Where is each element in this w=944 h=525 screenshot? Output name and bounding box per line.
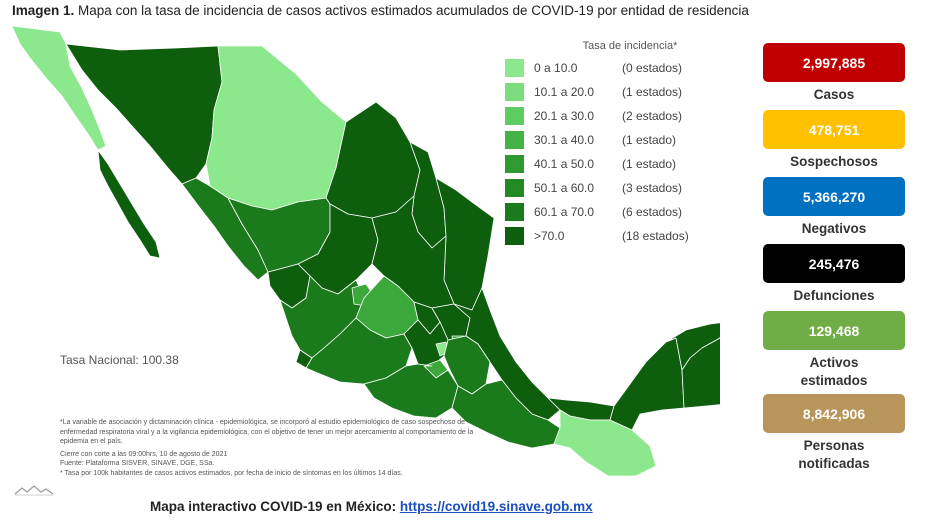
stat-value: 2,997,885 [763,43,905,82]
legend-range: 10.1 a 20.0 [534,85,595,99]
legend-item: 0 a 10.0 (0 estados) [505,56,715,80]
legend-range: 50.1 a 60.0 [534,181,595,195]
legend-range: 40.1 a 50.0 [534,157,595,171]
stat-label: Defunciones [793,288,875,303]
legend-count: (3 estados) [622,181,683,195]
legend-swatch [505,179,524,197]
legend-count: (1 estado) [622,133,677,147]
legend-range: >70.0 [534,229,565,243]
legend-swatch [505,227,524,245]
legend-range: 30.1 a 40.0 [534,133,595,147]
logo-icon [14,485,54,496]
footnote-3: Fuente: Plataforma SISVER, SINAVE, DGE, … [60,460,215,467]
legend-range: 60.1 a 70.0 [534,205,595,219]
state-campeche [609,337,685,431]
legend-item: 20.1 a 30.0 (2 estados) [505,104,715,128]
stat-card: 2,997,885 Casos [763,43,905,104]
footnote-4: * Tasa por 100k habitantes de casos acti… [60,469,403,477]
stat-label: Personas notificadas [798,438,870,471]
stat-card: 5,366,270 Negativos [763,177,905,238]
legend-range: 20.1 a 30.0 [534,109,595,123]
legend-item: >70.0 (18 estados) [505,224,715,248]
stat-card: 245,476 Defunciones [763,244,905,305]
legend-count: (0 estados) [622,61,683,75]
legend-count: (6 estados) [622,205,683,219]
legend-count: (1 estados) [622,85,683,99]
legend-count: (2 estados) [622,109,683,123]
footnote-1: *La variable de asociación y dictaminaci… [60,419,474,445]
state-san-luis-potosi [371,195,455,309]
stat-card: 8,842,906 Personas notificadas [763,394,905,473]
footer-label: Mapa interactivo COVID-19 en México: [150,499,397,514]
stat-value: 8,842,906 [763,394,905,433]
legend-swatch [505,131,524,149]
legend-title: Tasa de incidencia* [582,40,678,52]
tasa-nacional: Tasa Nacional: 100.38 [60,353,179,367]
stats-panel: 2,997,885 Casos 478,751 Sospechosos 5,366,27… [763,43,905,479]
stat-value: 478,751 [763,110,905,149]
state-chiapas [553,409,657,477]
stat-label: Sospechosos [790,154,878,169]
stat-label: Negativos [801,221,867,236]
mexico-map [11,25,720,477]
legend-item: 50.1 a 60.0 (3 estados) [505,176,715,200]
legend-swatch [505,155,524,173]
legend-swatch [505,59,524,77]
state-chihuahua [205,45,347,211]
stat-card: 478,751 Sospechosos [763,110,905,171]
legend-swatch [505,107,524,125]
legend-item: 30.1 a 40.0 (1 estado) [505,128,715,152]
state-quintana-roo [681,336,720,409]
footer-link[interactable]: https://covid19.sinave.gob.mx [399,499,593,514]
footer: Mapa interactivo COVID-19 en México: htt… [150,499,593,514]
legend-count: (1 estado) [622,157,677,171]
legend-item: 60.1 a 70.0 (6 estados) [505,200,715,224]
legend-item: 10.1 a 20.0 (1 estados) [505,80,715,104]
state-baja-california-sur [97,149,161,259]
stat-label: Casos [813,87,855,102]
legend: Tasa de incidencia* 0 a 10.0 (0 estados) 1… [505,40,715,248]
footnotes: *La variable de asociación y dictaminaci… [60,418,480,478]
footnote-2: Cierre con corte a las 09:00hrs, 10 de a… [60,450,228,458]
stat-value: 5,366,270 [763,177,905,216]
stat-card: 129,468 Activos estimados [763,311,905,390]
legend-item: 40.1 a 50.0 (1 estado) [505,152,715,176]
legend-swatch [505,203,524,221]
image-title-label: Imagen 1. [12,3,75,18]
image-title-text: Mapa con la tasa de incidencia de casos … [78,3,749,18]
legend-range: 0 a 10.0 [534,61,578,75]
stat-label: Activos estimados [800,355,868,388]
stat-value: 245,476 [763,244,905,283]
legend-count: (18 estados) [622,229,689,243]
legend-swatch [505,83,524,101]
state-baja-california [11,25,107,151]
stat-value: 129,468 [763,311,905,350]
image-title: Imagen 1. Mapa con la tasa de incidencia… [12,3,749,18]
state-guerrero [363,363,459,419]
